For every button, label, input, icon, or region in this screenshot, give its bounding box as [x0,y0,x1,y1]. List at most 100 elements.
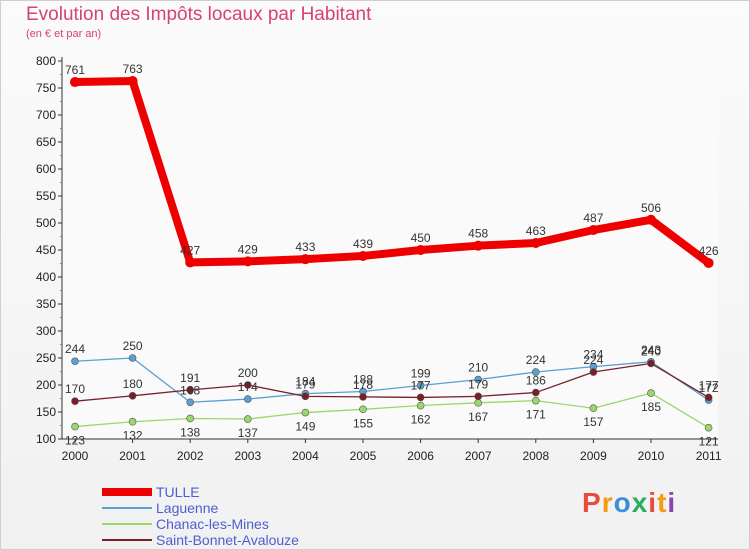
data-label: 121 [699,435,719,449]
data-label: 191 [180,371,200,385]
data-label: 132 [123,429,143,443]
data-point [71,422,79,431]
data-label: 234 [583,348,603,362]
data-point [531,368,540,376]
data-label: 761 [65,63,85,77]
data-label: 172 [699,381,719,395]
data-label: 180 [123,377,143,391]
data-point [703,257,714,268]
data-label: 224 [526,353,546,367]
data-point [301,392,310,401]
data-point [474,399,483,407]
legend-label: Saint-Bonnet-Avalouze [156,532,299,548]
data-label: 240 [641,344,661,358]
data-point [242,256,253,267]
data-point [416,393,425,402]
data-label: 149 [295,420,315,434]
data-label: 177 [699,378,719,392]
x-tick-label: 2010 [638,449,665,463]
data-point [358,250,368,261]
data-label: 188 [353,372,373,386]
y-tick-label: 200 [36,378,56,392]
proxiti-logo: Proxiti [582,487,676,519]
y-tick-label: 500 [36,216,56,230]
data-label: 450 [411,231,431,245]
data-point [415,245,426,255]
y-tick-label: 350 [36,297,56,311]
data-point [531,396,540,405]
series-line-chanac-les-mines [74,392,710,429]
data-point [531,388,540,397]
y-tick-label: 550 [36,189,56,203]
chart-subtitle: (en € et par an) [26,28,102,40]
logo-letter: r [601,487,614,518]
data-label: 177 [411,378,431,392]
data-point [416,401,425,410]
data-point [588,225,599,236]
chart-title: Evolution des Impôts locaux par Habitant [26,4,372,25]
logo-letter: i [667,487,677,518]
data-label: 199 [411,367,431,381]
series-line-saint-bonnet-avalouze [74,362,710,402]
x-tick-label: 2000 [62,449,89,463]
data-label: 426 [699,244,719,258]
x-tick-label: 2011 [696,449,722,463]
data-label: 184 [295,375,315,389]
data-label: 167 [468,410,488,424]
logo-letter: t [657,487,668,518]
series-line-laguenne [74,357,710,403]
y-tick-label: 800 [36,54,56,68]
legend-label: TULLE [156,484,200,500]
data-label: 433 [295,240,315,254]
legend-swatch [102,507,152,509]
data-point [244,395,252,403]
data-point [359,393,367,401]
data-label: 506 [641,201,661,215]
y-tick-label: 150 [36,405,56,419]
data-label: 178 [353,378,373,392]
data-point [186,414,194,423]
x-tick-label: 2002 [177,449,204,463]
data-label: 243 [641,343,661,357]
legend-label: Chanac-les-Mines [156,516,269,532]
y-tick-label: 450 [36,243,56,257]
data-label: 487 [583,211,603,225]
data-point [71,357,79,366]
data-label: 170 [65,382,85,396]
data-label: 439 [353,237,373,251]
data-label: 185 [641,400,661,414]
y-tick-label: 700 [36,108,56,122]
data-point [530,237,541,248]
data-label: 429 [238,242,258,256]
data-point [474,375,483,384]
data-point [128,417,137,426]
data-label: 186 [526,374,546,388]
data-point [71,397,79,406]
data-point [647,359,655,368]
logo-letter: P [582,487,602,518]
data-label: 224 [583,353,603,367]
data-point [646,214,656,225]
y-tick-label: 300 [36,324,56,338]
y-tick-label: 600 [36,162,56,176]
x-tick-label: 2006 [407,449,434,463]
data-point [474,392,483,401]
data-point [185,257,196,268]
data-point [473,240,484,251]
logo-letter: i [648,487,658,518]
data-point [704,393,713,402]
data-label: 250 [123,339,143,353]
data-label: 179 [468,377,488,391]
data-label: 155 [353,416,373,430]
x-tick-label: 2005 [350,449,377,463]
data-point [128,391,137,400]
data-label: 210 [468,361,488,375]
data-label: 171 [526,408,546,422]
y-tick-label: 100 [36,432,56,446]
data-label: 162 [411,413,431,427]
data-point [300,254,311,265]
data-point [589,404,598,413]
data-point [186,398,194,407]
data-label: 137 [238,426,258,440]
